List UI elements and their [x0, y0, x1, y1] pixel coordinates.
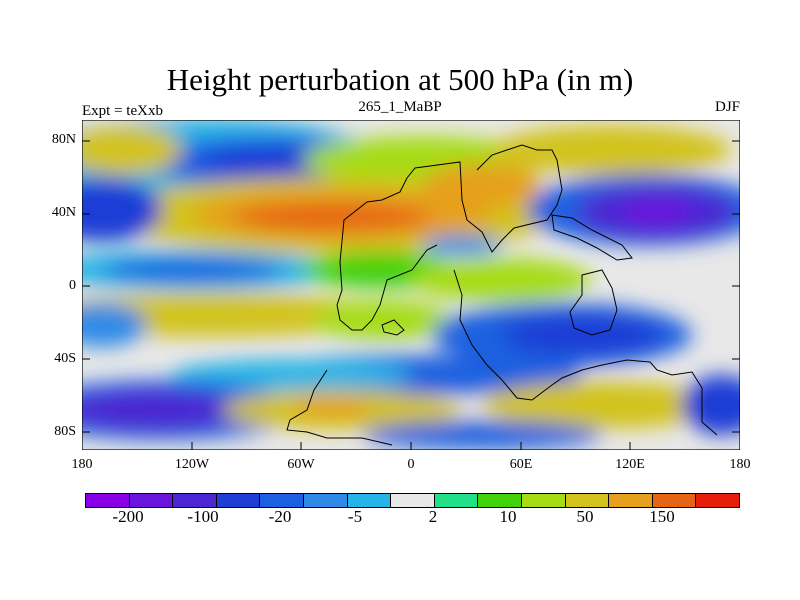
- colorbar-swatch: [347, 494, 392, 507]
- colorbar-swatch: [565, 494, 610, 507]
- colorbar-swatch: [173, 494, 217, 507]
- y-tick-label: 40S: [54, 351, 76, 366]
- colorbar-swatch: [521, 494, 566, 507]
- coastlines: [286, 144, 718, 446]
- colorbar-label: -100: [187, 507, 219, 526]
- colorbar-swatch: [86, 494, 130, 507]
- colorbar-label: 10: [499, 507, 517, 526]
- contour-map: [82, 120, 740, 450]
- y-tick-label: 0: [69, 278, 76, 293]
- x-tick-label: 120E: [615, 457, 645, 472]
- colorbar-swatch: [652, 494, 697, 507]
- colorbar-swatch: [216, 494, 261, 507]
- x-tick-label: 180: [71, 457, 93, 472]
- x-tick-label: 60W: [287, 457, 315, 472]
- colorbar-label: 2: [428, 507, 438, 526]
- run-label: 265_1_MaBP: [358, 99, 442, 115]
- experiment-label: Expt = teXxb: [82, 103, 163, 119]
- colorbar-label: 150: [649, 507, 675, 526]
- colorbar-label: -5: [347, 507, 363, 526]
- colorbar-label: 50: [576, 507, 594, 526]
- colorbar-label: -20: [268, 507, 292, 526]
- colorbar-swatch: [391, 494, 435, 507]
- x-tick-label: 180: [729, 457, 751, 472]
- y-tick-label: 80N: [51, 132, 76, 147]
- figure-title: Height perturbation at 500 hPa (in m): [166, 62, 634, 97]
- y-tick-label: 80S: [54, 424, 76, 439]
- colorbar: [85, 493, 740, 508]
- y-tick-label: 40N: [51, 205, 76, 220]
- x-tick-label: 0: [407, 457, 415, 472]
- axis-ticks: [82, 140, 740, 450]
- colorbar-swatch: [478, 494, 522, 507]
- colorbar-swatch: [129, 494, 174, 507]
- colorbar-swatch: [434, 494, 479, 507]
- colorbar-swatch: [260, 494, 304, 507]
- colorbar-label: -200: [112, 507, 144, 526]
- x-tick-label: 60E: [509, 457, 533, 472]
- colorbar-swatch: [303, 494, 348, 507]
- colorbar-swatch: [609, 494, 653, 507]
- season-label: DJF: [714, 99, 740, 115]
- colorbar-swatch: [696, 494, 739, 507]
- x-tick-label: 120W: [174, 457, 210, 472]
